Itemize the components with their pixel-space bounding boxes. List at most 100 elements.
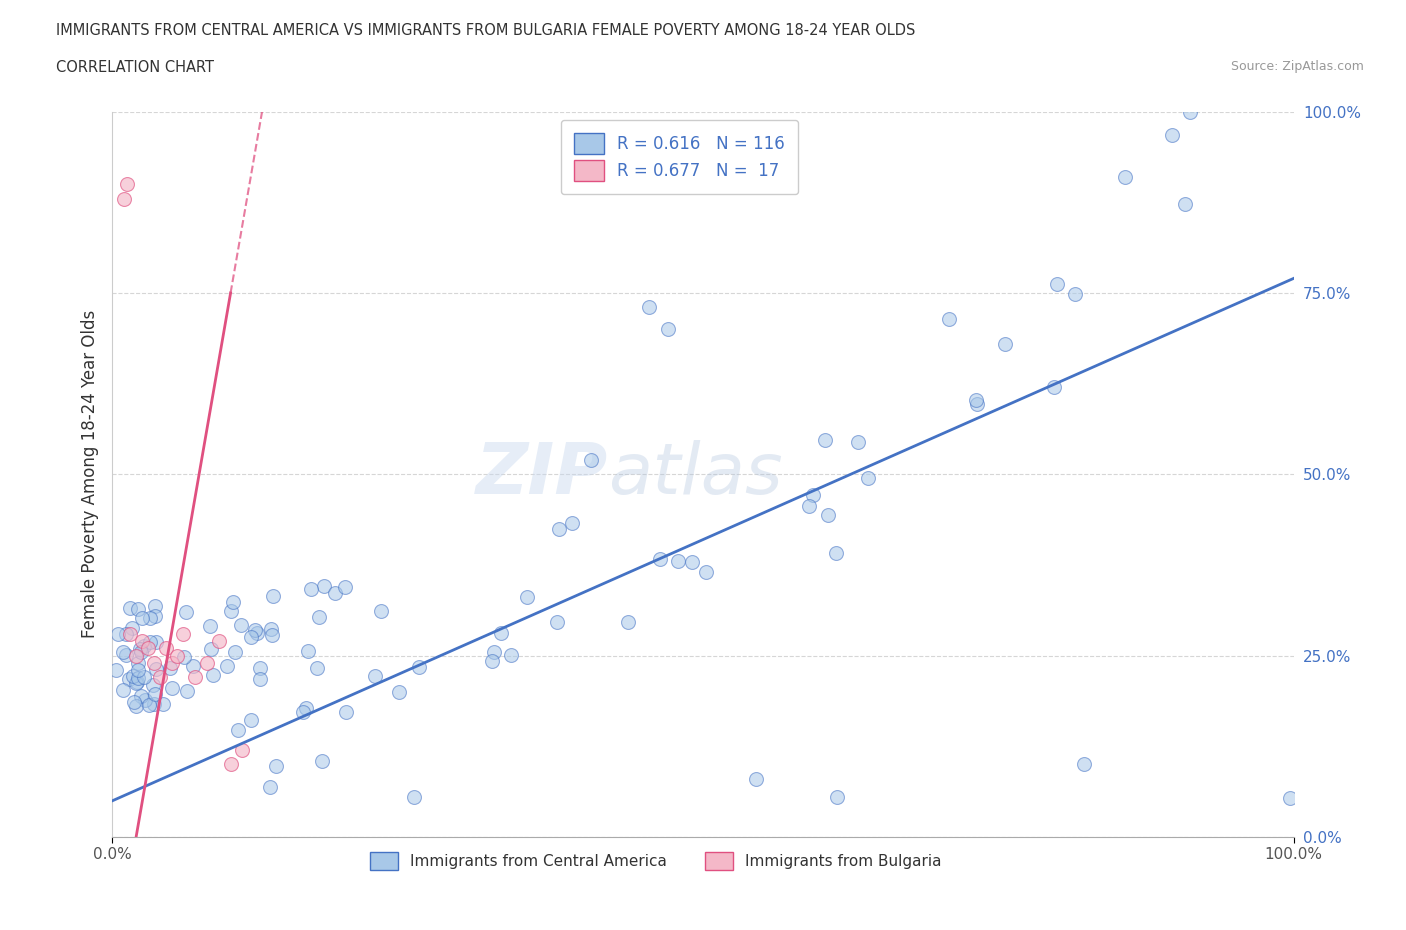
Point — [200, 618, 222, 633]
Point — [143, 686, 166, 701]
Point — [307, 660, 329, 675]
Text: Source: ZipAtlas.com: Source: ZipAtlas.com — [1230, 60, 1364, 73]
Point — [132, 670, 155, 684]
Point — [404, 790, 426, 804]
Point — [666, 554, 689, 569]
Point — [1180, 104, 1202, 119]
Point — [174, 604, 197, 619]
Point — [481, 653, 503, 668]
Point — [115, 177, 138, 192]
Point — [308, 610, 330, 625]
Point — [482, 644, 505, 659]
Point — [681, 554, 703, 569]
Point — [127, 656, 149, 671]
Point — [131, 633, 153, 648]
Legend: Immigrants from Central America, Immigrants from Bulgaria: Immigrants from Central America, Immigra… — [364, 845, 948, 876]
Point — [965, 392, 987, 407]
Point — [825, 790, 848, 804]
Point — [112, 192, 135, 206]
Point — [249, 671, 271, 686]
Point — [363, 669, 385, 684]
Point — [138, 698, 160, 712]
Point — [548, 522, 571, 537]
Point — [222, 594, 245, 609]
Point — [184, 670, 207, 684]
Point — [125, 698, 148, 713]
Point — [202, 668, 225, 683]
Point — [501, 648, 523, 663]
Point — [129, 644, 152, 659]
Point — [127, 675, 149, 690]
Point — [264, 759, 287, 774]
Point — [183, 658, 205, 673]
Point — [159, 661, 181, 676]
Point — [152, 697, 174, 711]
Point — [335, 580, 357, 595]
Point — [325, 585, 347, 600]
Point — [224, 644, 246, 659]
Point — [301, 581, 323, 596]
Text: IMMIGRANTS FROM CENTRAL AMERICA VS IMMIGRANTS FROM BULGARIA FEMALE POVERTY AMONG: IMMIGRANTS FROM CENTRAL AMERICA VS IMMIG… — [56, 23, 915, 38]
Point — [243, 623, 266, 638]
Point — [134, 692, 156, 707]
Point — [124, 675, 146, 690]
Point — [561, 515, 583, 530]
Point — [120, 627, 142, 642]
Point — [132, 638, 155, 653]
Point — [122, 695, 145, 710]
Point — [547, 615, 569, 630]
Point — [657, 322, 679, 337]
Point — [294, 700, 316, 715]
Point — [173, 649, 195, 664]
Point — [166, 648, 188, 663]
Point — [856, 471, 879, 485]
Point — [155, 641, 177, 656]
Point — [139, 610, 162, 625]
Point — [516, 590, 538, 604]
Point — [125, 648, 148, 663]
Point — [249, 661, 271, 676]
Point — [240, 712, 263, 727]
Point — [312, 578, 335, 593]
Point — [219, 604, 242, 618]
Point — [246, 625, 269, 640]
Point — [115, 627, 138, 642]
Point — [139, 635, 162, 650]
Point — [297, 644, 319, 658]
Point — [695, 565, 717, 579]
Point — [291, 704, 314, 719]
Point — [801, 488, 824, 503]
Point — [112, 644, 135, 659]
Point — [825, 545, 848, 560]
Point — [637, 300, 659, 315]
Point — [121, 620, 143, 635]
Text: atlas: atlas — [609, 440, 783, 509]
Point — [1174, 197, 1197, 212]
Point — [262, 588, 284, 603]
Point — [145, 634, 167, 649]
Point — [121, 669, 143, 684]
Point — [149, 670, 172, 684]
Point — [118, 601, 141, 616]
Point — [799, 499, 821, 514]
Point — [226, 722, 249, 737]
Point — [176, 684, 198, 698]
Point — [311, 753, 333, 768]
Text: CORRELATION CHART: CORRELATION CHART — [56, 60, 214, 75]
Point — [142, 677, 165, 692]
Text: ZIP: ZIP — [477, 440, 609, 509]
Point — [581, 452, 603, 467]
Point — [143, 598, 166, 613]
Point — [1114, 169, 1136, 184]
Point — [938, 312, 960, 326]
Point — [195, 656, 218, 671]
Point — [200, 642, 222, 657]
Point — [160, 656, 183, 671]
Point — [817, 507, 839, 522]
Point — [335, 704, 357, 719]
Point — [1042, 379, 1064, 394]
Point — [1161, 127, 1184, 142]
Point — [1046, 276, 1069, 291]
Point — [143, 609, 166, 624]
Point — [1279, 790, 1302, 805]
